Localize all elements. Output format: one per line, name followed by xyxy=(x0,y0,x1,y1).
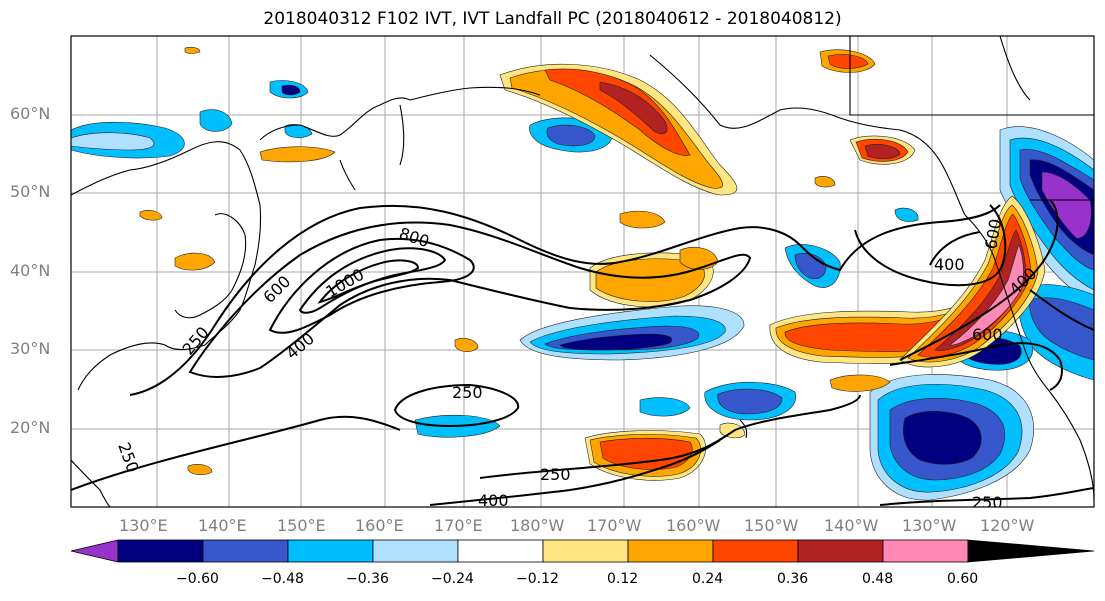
colorbar-tick-label: −0.36 xyxy=(346,571,389,587)
positive-ivt-pc-shading xyxy=(139,46,1046,481)
coastlines xyxy=(71,36,1094,507)
contour-250f xyxy=(1029,289,1094,331)
contour-600 xyxy=(268,238,475,334)
contour-label: 400 xyxy=(478,491,509,510)
lat-label: 50°N xyxy=(10,182,51,201)
lon-label: 140°W xyxy=(824,516,879,535)
lon-label: 130°E xyxy=(119,516,168,535)
colorbar-extend-left xyxy=(70,539,119,563)
lon-label: 150°W xyxy=(744,516,799,535)
contour-1000 xyxy=(317,259,420,304)
contour-label: 250 xyxy=(540,465,571,484)
contour-label: 1000 xyxy=(323,265,368,302)
colorbar-tick-label: 0.60 xyxy=(947,571,979,587)
colorbar-tick-label: −0.48 xyxy=(261,571,304,587)
lon-label: 160°W xyxy=(666,516,721,535)
contour-label: 250 xyxy=(452,383,483,402)
contour-400e xyxy=(889,342,1063,391)
contour-250e xyxy=(879,487,1094,506)
contour-label: 250 xyxy=(179,323,213,359)
colorbar-tick-label: 0.24 xyxy=(692,571,724,587)
lon-label: 150°E xyxy=(277,516,326,535)
contour-label: 250 xyxy=(114,440,142,475)
lon-label: 160°E xyxy=(355,516,404,535)
lon-label: 130°W xyxy=(902,516,957,535)
contour-label: 600 xyxy=(259,272,294,307)
contour-600b xyxy=(899,199,1059,361)
lon-label: 120°W xyxy=(980,516,1035,535)
map-title: 2018040312 F102 IVT, IVT Landfall PC (20… xyxy=(263,9,842,29)
colorbar-tick-label: 0.36 xyxy=(777,571,809,587)
negative-ivt-pc-shading xyxy=(71,80,1094,501)
lon-label: 140°E xyxy=(198,516,247,535)
contour-label: 600 xyxy=(972,325,1003,344)
lat-label: 20°N xyxy=(10,418,51,437)
contour-800 xyxy=(298,247,447,314)
lat-label: 40°N xyxy=(10,261,51,280)
colorbar-tick-label: 0.48 xyxy=(862,571,894,587)
colorbar-tick-label: −0.12 xyxy=(516,571,559,587)
contour-label: 400 xyxy=(282,329,318,363)
contour-label: 400 xyxy=(934,255,965,274)
lon-label: 170°W xyxy=(587,516,642,535)
contour-label: 250 xyxy=(972,493,1003,512)
contour-label: 800 xyxy=(397,224,432,252)
colorbar-tick-label: −0.24 xyxy=(431,571,474,587)
lat-label: 60°N xyxy=(10,104,51,123)
colorbar-tick-label: 0.12 xyxy=(607,571,639,587)
colorbar xyxy=(70,539,1095,563)
contour-250c xyxy=(71,415,401,491)
lon-label: 170°E xyxy=(434,516,483,535)
contour-250d xyxy=(479,394,861,479)
contour-400d xyxy=(929,231,981,266)
contour-250b xyxy=(393,383,520,428)
colorbar-tick-label: −0.60 xyxy=(176,571,219,587)
colorbar-extend-right xyxy=(967,539,1095,563)
contour-250 xyxy=(129,204,1001,396)
contour-400b xyxy=(429,439,721,506)
plot-frame xyxy=(70,35,1095,508)
ivt-contours xyxy=(71,199,1094,506)
contour-400 xyxy=(188,221,752,378)
lon-label: 180°W xyxy=(510,516,565,535)
contour-400c xyxy=(854,204,1007,287)
lat-label: 30°N xyxy=(10,339,51,358)
